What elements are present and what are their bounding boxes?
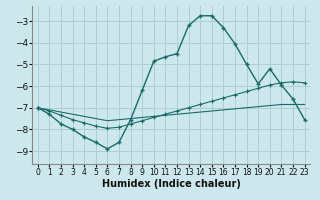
X-axis label: Humidex (Indice chaleur): Humidex (Indice chaleur) xyxy=(102,179,241,189)
